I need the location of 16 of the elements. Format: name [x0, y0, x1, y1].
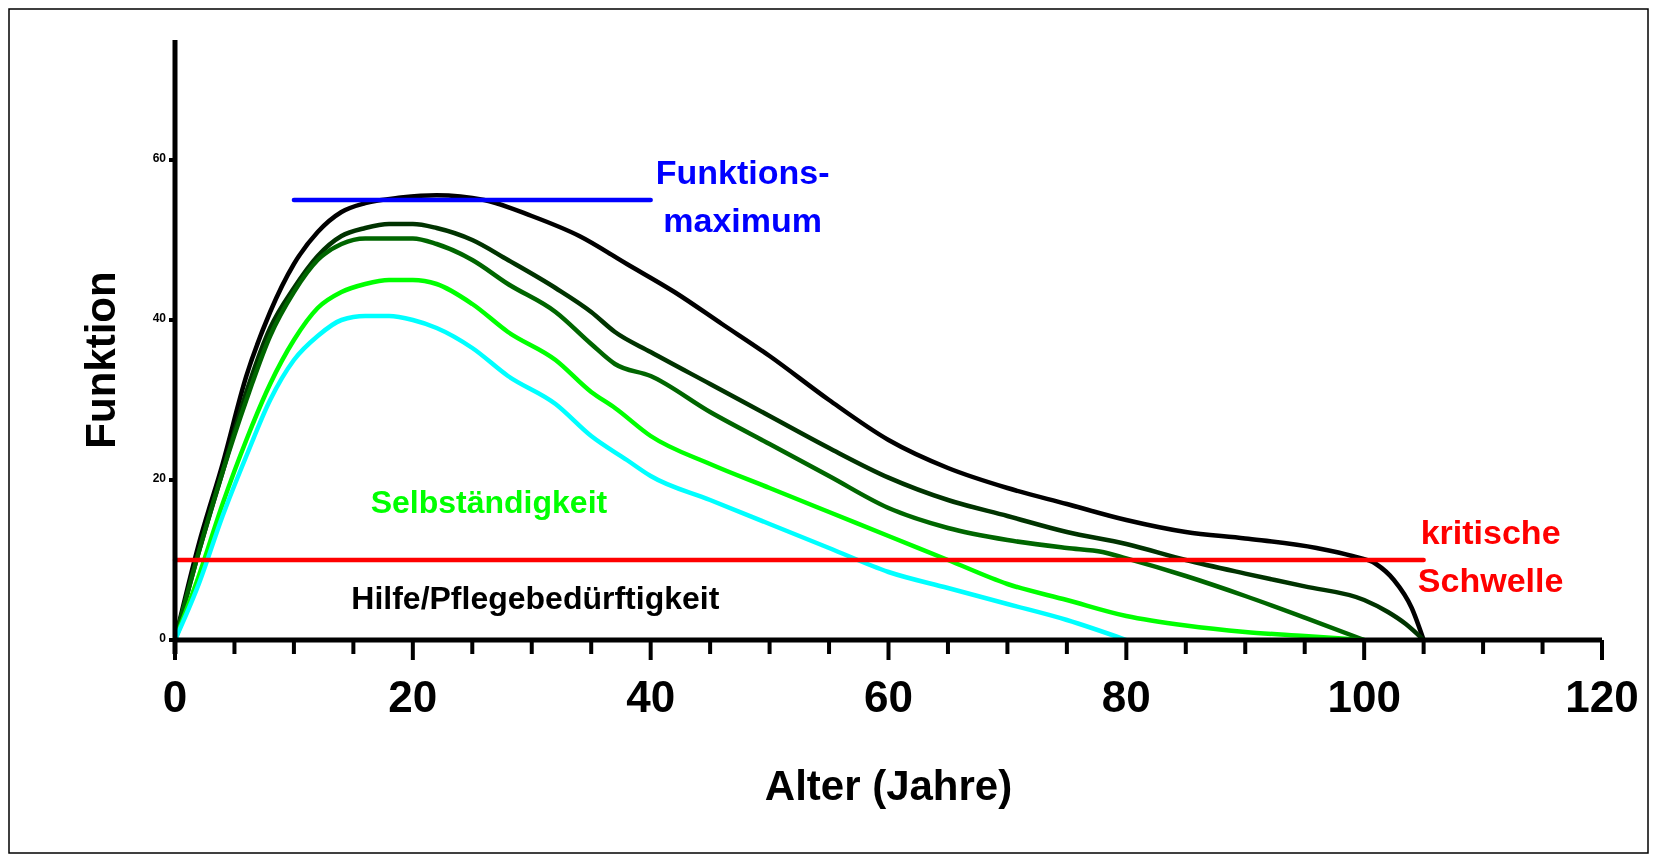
x-tick-label: 120: [1565, 672, 1639, 721]
y-tick-label: 20: [152, 471, 167, 485]
x-tick-label: 40: [626, 672, 676, 721]
y-tick-label: 60: [152, 151, 167, 165]
x-tick-label: 80: [1101, 672, 1151, 721]
annotation: Hilfe/Pflegebedürftigkeit: [351, 580, 720, 617]
x-tick-label: 60: [864, 672, 913, 721]
x-axis-title: Alter (Jahre): [764, 762, 1013, 809]
y-tick-label: 40: [152, 311, 167, 325]
x-tick-label: 20: [388, 672, 438, 721]
x-tick-label: 100: [1327, 672, 1401, 721]
y-axis-title: Funktion: [77, 271, 124, 449]
series-label: kritische Schwelle: [1417, 513, 1564, 599]
y-tick-label: 0: [159, 631, 167, 645]
annotation: Selbständigkeit: [370, 483, 608, 520]
series-label: Funktions- maximum: [655, 153, 830, 239]
